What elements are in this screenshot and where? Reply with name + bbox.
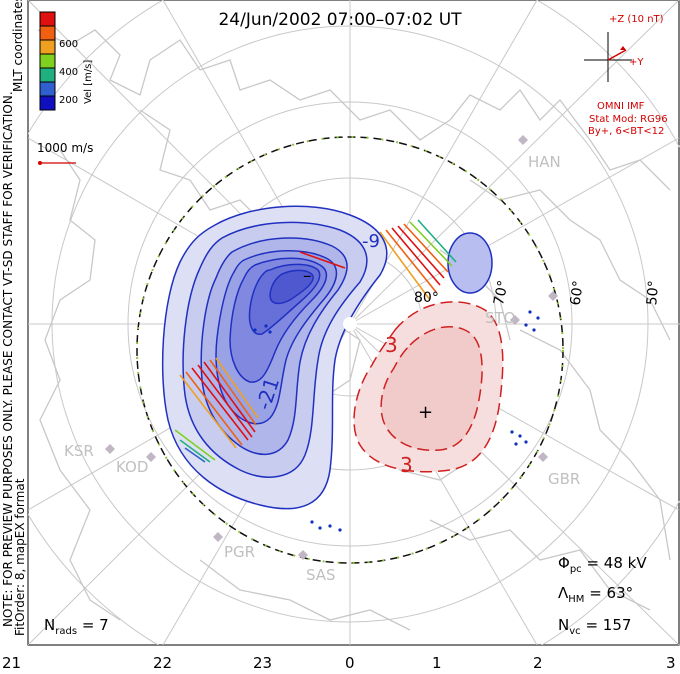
nrads-value: = 7 xyxy=(81,616,109,634)
potential-minimum-marker: – xyxy=(303,266,312,286)
velocity-vector-points xyxy=(253,310,540,532)
preview-watermark: NOTE: FOR PREVIEW PURPOSES ONLY. PLEASE … xyxy=(1,91,15,627)
mlt-tick: 22 xyxy=(153,654,173,672)
velocity-scale-label: Vel [m/s] xyxy=(83,60,94,104)
lambda-hm-stat: ΛHM = 63° xyxy=(558,584,633,605)
reference-vector-label: 1000 m/s xyxy=(37,141,93,155)
latitude-label-50: 50° xyxy=(644,280,662,306)
nrads-stat: Nrads = 7 xyxy=(44,616,109,637)
phi-value: = 48 kV xyxy=(586,554,647,572)
radar-site-markers xyxy=(105,135,558,560)
radar-site-label: KOD xyxy=(116,458,148,476)
latitude-label-60: 60° xyxy=(568,280,587,307)
phi-pc-stat: Φpc = 48 kV xyxy=(558,554,647,575)
potential-maximum-marker: + xyxy=(418,402,433,423)
imf-bz-label: +Z (10 nT) xyxy=(609,14,664,25)
radar-site-label: SAS xyxy=(306,566,336,584)
coordinates-label: MLT coordinates xyxy=(11,0,25,92)
latitude-label-80: 80° xyxy=(414,290,439,306)
latitude-label-70: 70° xyxy=(491,279,512,307)
lambda-value: = 63° xyxy=(589,584,634,602)
velocity-vectors-noon xyxy=(299,219,457,301)
mlt-tick: 2 xyxy=(533,654,543,672)
velocity-vectors-dusk xyxy=(174,357,259,463)
stat-model-label: Stat Mod: RG96 xyxy=(589,114,668,125)
reference-vector-origin xyxy=(38,161,42,165)
hmb-vector-ring xyxy=(136,136,564,564)
imf-clock xyxy=(584,32,632,82)
radar-site-label: STO xyxy=(485,309,516,327)
mlt-tick: 23 xyxy=(253,654,273,672)
contour-label: -9 xyxy=(362,231,380,252)
imf-source-label: OMNI IMF xyxy=(597,101,645,112)
fit-order-label: FitOrder: 8, mapEX format xyxy=(13,478,27,636)
map-title: 24/Jun/2002 07:00–07:02 UT xyxy=(218,10,462,30)
stat-model-condition: By+, 6<BT<12 xyxy=(588,126,664,137)
velocity-color-bar xyxy=(39,11,56,111)
lambda-subscript: HM xyxy=(568,594,585,605)
magnetic-pole-marker xyxy=(343,317,357,331)
positive-potential-cell xyxy=(353,301,504,473)
nvc-subscript: vc xyxy=(569,626,581,637)
phi-subscript: pc xyxy=(569,564,582,575)
mlt-tick: 0 xyxy=(345,654,355,672)
mlt-tick: 1 xyxy=(432,654,442,672)
velocity-tick-600: 600 xyxy=(59,39,78,50)
radar-site-label: GBR xyxy=(548,470,580,488)
nrads-subscript: rads xyxy=(55,626,78,637)
negative-potential-cell xyxy=(161,205,388,510)
mlt-tick: 3 xyxy=(666,654,676,672)
lambda-symbol: Λ xyxy=(558,584,569,602)
nvc-value: = 157 xyxy=(585,616,632,634)
radar-site-label: HAN xyxy=(528,153,561,171)
nvc-stat: Nvc = 157 xyxy=(558,616,631,637)
velocity-tick-200: 200 xyxy=(59,95,78,106)
contour-label: 3 xyxy=(385,333,398,357)
nrads-symbol: N xyxy=(44,616,56,634)
plot-frame xyxy=(27,0,680,646)
radar-site-label: PGR xyxy=(224,543,255,561)
negative-potential-blob xyxy=(447,232,493,294)
radar-site-label: KSR xyxy=(64,442,94,460)
phi-symbol: Φ xyxy=(558,554,570,572)
mlt-tick: 21 xyxy=(2,654,22,672)
contour-label: 3 xyxy=(400,453,413,477)
velocity-tick-400: 400 xyxy=(59,67,78,78)
nvc-symbol: N xyxy=(558,616,570,634)
imf-by-label: +Y xyxy=(629,57,644,68)
